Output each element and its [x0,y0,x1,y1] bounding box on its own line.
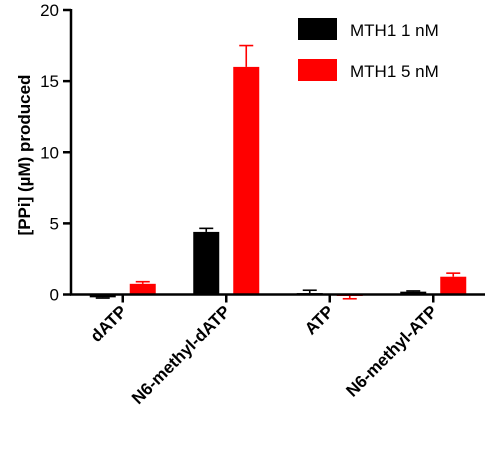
bar-mth1-1nm-0 [89,294,116,298]
legend-label-mth1-1nm: MTH1 1 nM [350,21,439,40]
legend: MTH1 1 nM MTH1 5 nM [298,18,439,81]
x-tick-label: dATP [87,302,131,346]
y-tick-label: 15 [40,72,59,91]
bar-mth1-5nm-0 [129,283,156,295]
bar-mth1-1nm-3 [400,291,427,295]
bar-mth1-5nm-3 [440,276,467,295]
y-tick-label: 0 [50,286,59,305]
x-tick-label: N6-methyl-ATP [342,302,441,401]
legend-label-mth1-5nm: MTH1 5 nM [350,62,439,81]
y-tick-label: 5 [50,214,59,233]
legend-swatch-mth1-1nm [298,18,337,40]
bar-mth1-5nm-1 [233,66,260,295]
y-tick-label: 10 [40,143,59,162]
bar-mth1-1nm-1 [193,231,220,295]
y-tick-label: 20 [40,1,59,20]
x-tick-label: ATP [301,302,338,339]
error-bars-group [95,44,461,300]
y-axis-title: [PPi] (µM) produced [15,75,34,236]
legend-swatch-mth1-5nm [298,59,337,81]
x-tick-label: N6-methyl-dATP [128,302,234,408]
bars-group [89,66,467,298]
